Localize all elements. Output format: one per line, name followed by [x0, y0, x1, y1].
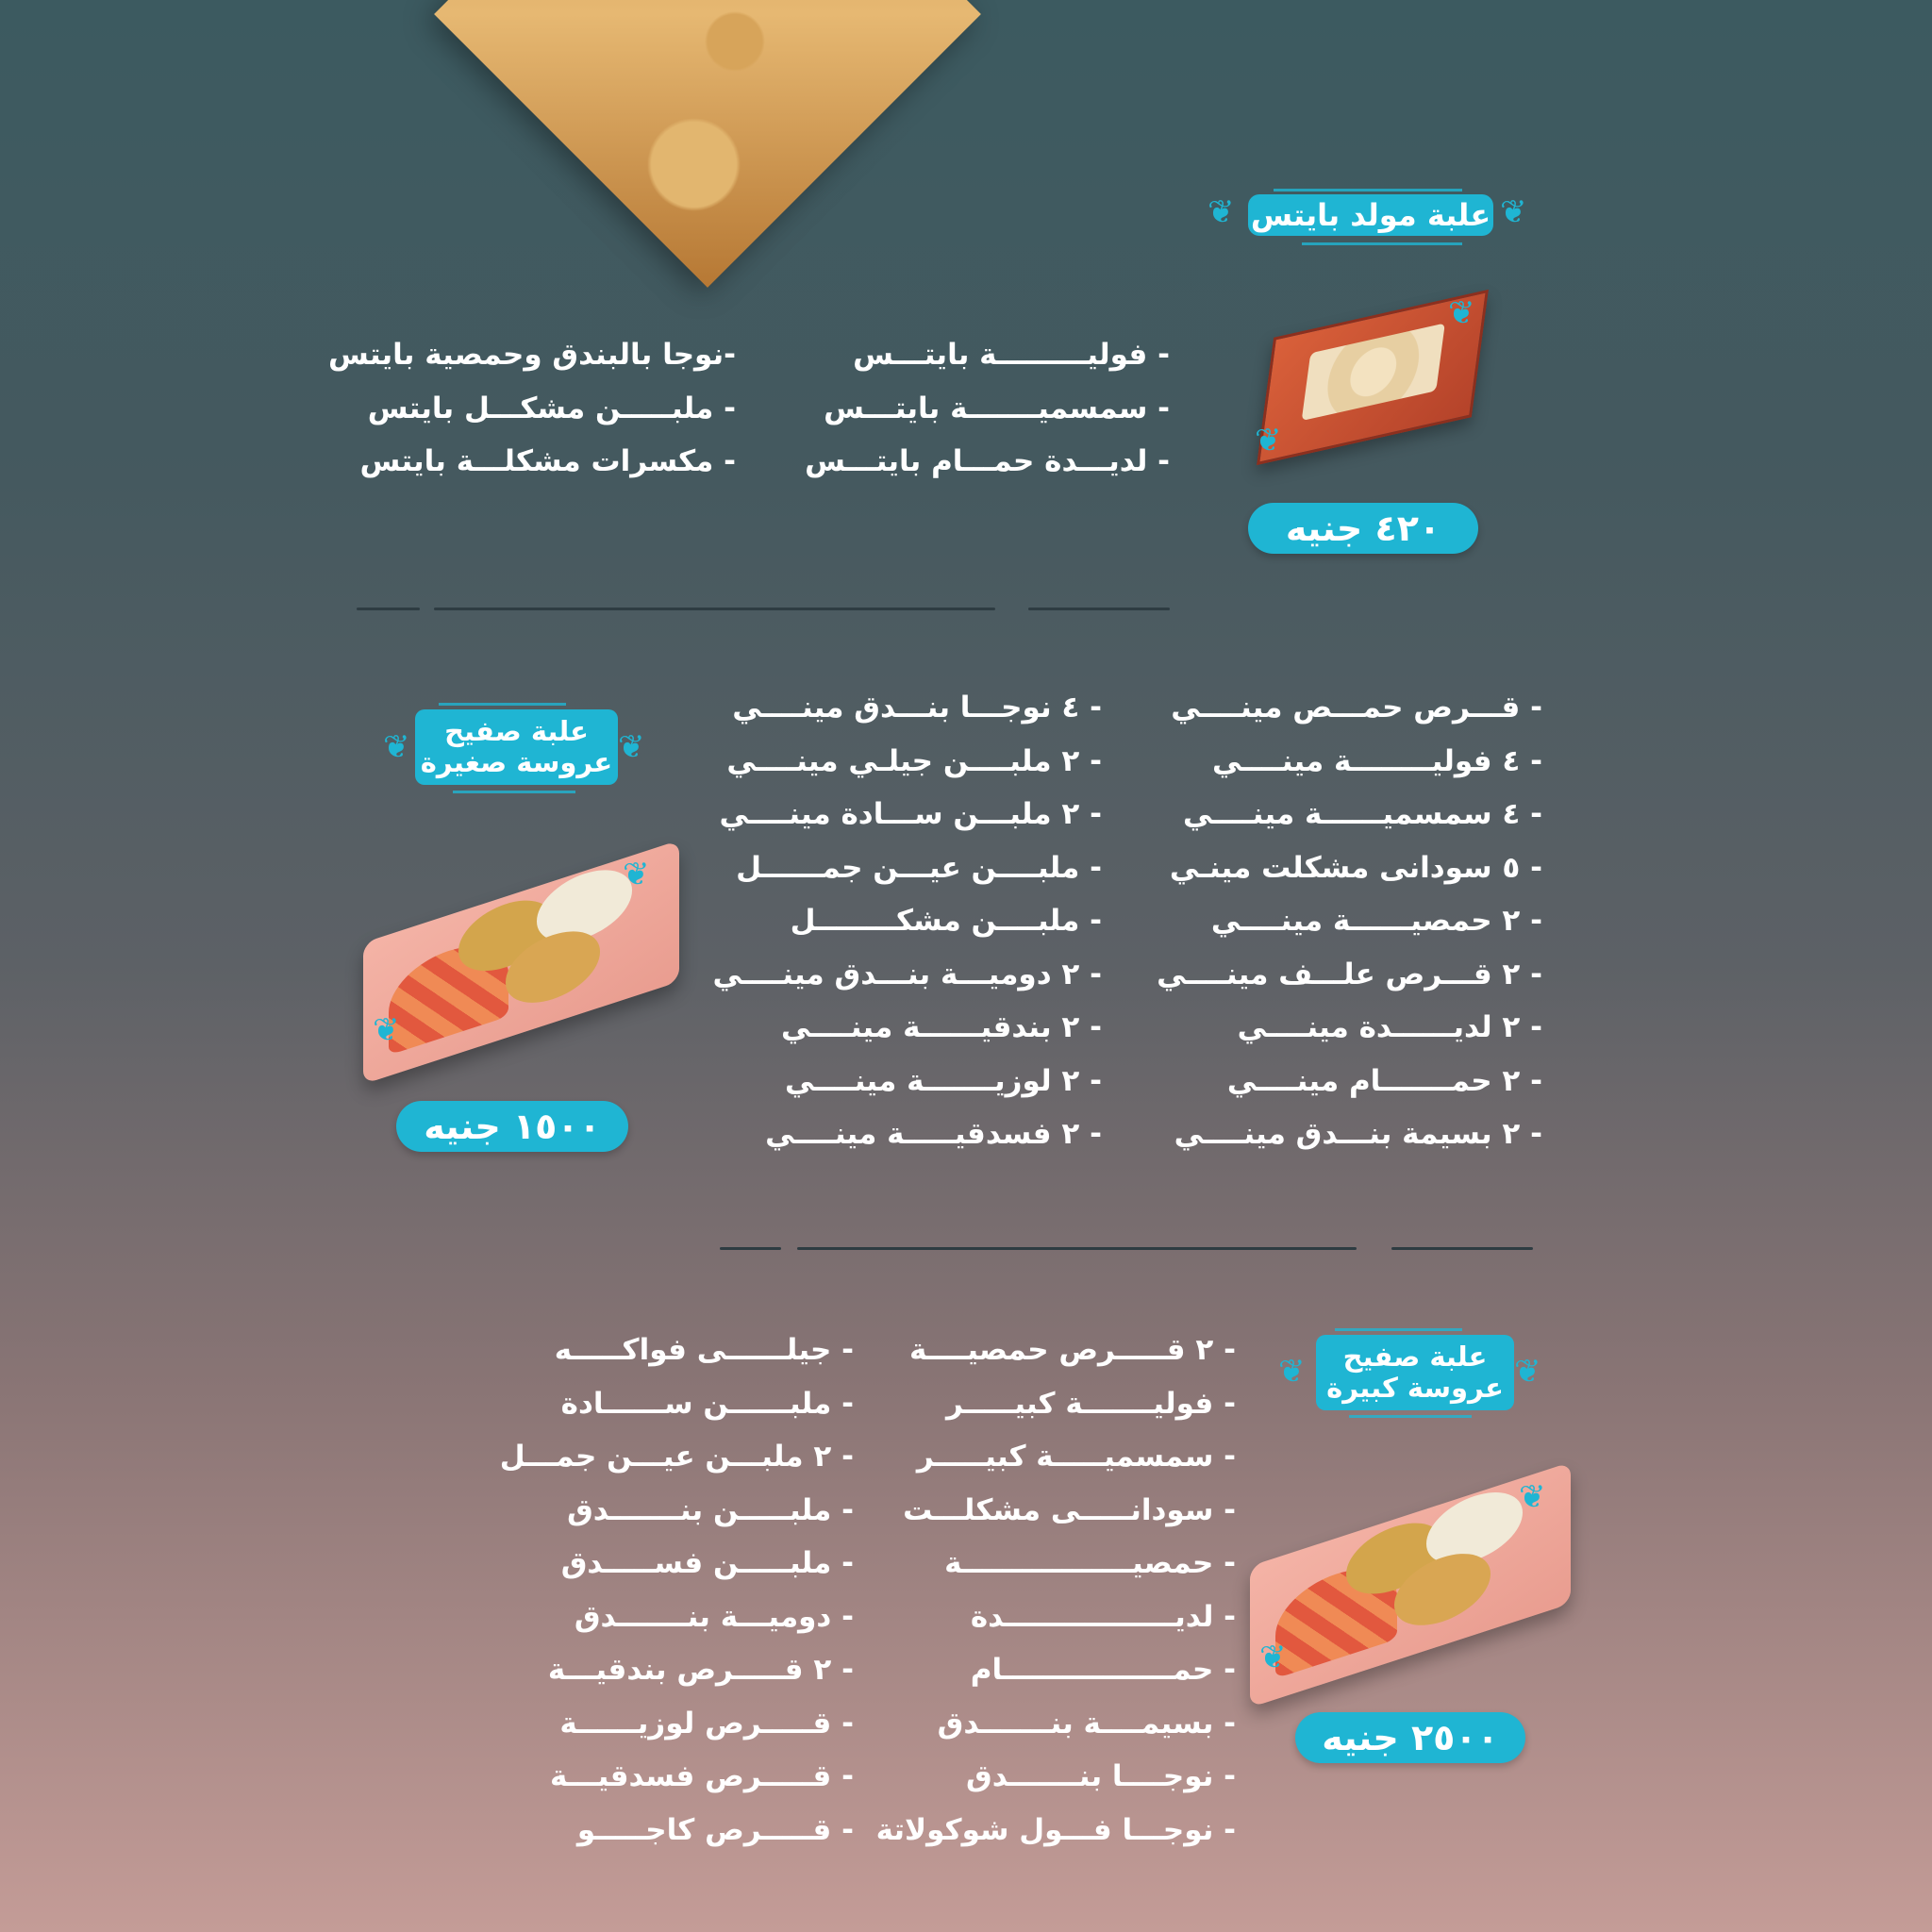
menu-item: - ملبــــــن ســــــادة [560, 1386, 854, 1421]
menu-item: - ٤ سمسميــــــة مينــــي [1182, 797, 1542, 831]
badge-line [1302, 242, 1462, 245]
badge-line [453, 791, 575, 793]
section2-title: علبة صفيح عروسة صغيرة [415, 709, 618, 785]
divider [1391, 1247, 1533, 1250]
ornament-icon: ❦ [383, 728, 410, 766]
menu-item: - بسيمــــة بنـــــــدق [937, 1706, 1236, 1740]
peanut-brittle-image [434, 0, 981, 288]
section1-col-right: - فوليـــــــــة بايتـــس - سمسميـــــــ… [774, 328, 1170, 489]
badge-line [1274, 189, 1462, 192]
menu-item: - لديـــدة حمـــام بايتـــس [805, 444, 1170, 478]
menu-item: - نوجــــا بنـــــــدق [966, 1759, 1236, 1793]
menu-item: - ملبــــن مشكــــــــل [790, 904, 1102, 938]
section2-title-line2: عروسة صغيرة [420, 746, 613, 778]
section3-title: علبة صفيح عروسة كبيرة [1316, 1335, 1514, 1410]
menu-item: - ٢ حمـــــــام مينــــي [1226, 1063, 1542, 1098]
ornament-icon: ❦ [623, 856, 650, 893]
divider [797, 1247, 1357, 1250]
section3-title-line2: عروسة كبيرة [1326, 1372, 1504, 1404]
ornament-icon: ❦ [1208, 193, 1235, 231]
ornament-icon: ❦ [1259, 1639, 1287, 1676]
ornament-icon: ❦ [1255, 422, 1282, 459]
menu-item: - جيلــــــى فواكـــــه [554, 1333, 854, 1367]
menu-item: - ٢ قـــرص علـــف مينــــي [1157, 957, 1542, 991]
menu-item: - ٢ بندقيــــــة مينــــي [781, 1010, 1102, 1044]
menu-item: - ٢ لديــــــدة مينــــي [1237, 1010, 1542, 1044]
ornament-icon: ❦ [1278, 1353, 1306, 1391]
menu-item: - ملبــــن عيـــن جمــــــل [736, 850, 1102, 885]
menu-item: - حمصيـــــــــــــــــة [944, 1546, 1236, 1580]
ornament-icon: ❦ [373, 1011, 400, 1049]
menu-item: - مكسرات مشكلـــة بايتس [359, 444, 736, 478]
divider [357, 608, 420, 610]
menu-item: - حمـــــــــــــــــام [970, 1653, 1236, 1687]
section2-col-right: - قـــرص حمـــص مينــــي - ٤ فوليـــــــ… [1146, 681, 1542, 1161]
ornament-icon: ❦ [1500, 193, 1527, 231]
menu-item: - ٥ سودانى مشكلت مينـي [1169, 850, 1542, 885]
divider [434, 608, 995, 610]
menu-item: - قـــــرص فسدقيـــة [549, 1759, 854, 1793]
badge-line [1335, 1328, 1462, 1331]
ornament-icon: ❦ [1519, 1478, 1546, 1516]
badge-line [439, 703, 566, 706]
menu-item: - ٢ فسدقيـــــة مينــــي [765, 1117, 1102, 1151]
menu-item: - ٢ ملبــــن جيلـي مينــــي [726, 743, 1102, 778]
menu-item: - ٢ قـــــرص حمصيــــة [909, 1333, 1236, 1367]
divider [1028, 608, 1170, 610]
menu-item: - ملبـــــن فســـــدق [560, 1546, 854, 1580]
section1-title: علبة مولد بايتس [1248, 194, 1493, 236]
section3-col-left: - جيلــــــى فواكـــــه - ملبــــــن ســ… [486, 1324, 854, 1857]
menu-item: - سمسميـــــــة بايتـــس [824, 391, 1170, 425]
menu-item: - ٤ فوليــــــــة مينــــي [1211, 743, 1542, 778]
menu-item: - ٤ نوجـــا بنـــدق مينــــي [732, 691, 1102, 724]
section2-price: ١٥٠٠ جنيه [396, 1101, 628, 1152]
menu-item: -نوجا بالبندق وحمصية بايتس [328, 338, 736, 372]
section1-price: ٤٢٠ جنيه [1248, 503, 1478, 554]
menu-item: - ملبـــــن بنـــــــدق [567, 1492, 854, 1527]
section1-col-left: -نوجا بالبندق وحمصية بايتس - ملبـــــن م… [328, 328, 736, 489]
badge-line [1349, 1415, 1472, 1418]
menu-item: - قـــــرص كاجـــــو [576, 1812, 854, 1847]
menu-item: - ٢ بسيمة بنـــدق مينــــي [1174, 1117, 1542, 1151]
ornament-icon: ❦ [618, 728, 645, 766]
menu-item: - سمسميـــــة كبيـــــر [916, 1440, 1236, 1474]
ornament-icon: ❦ [1514, 1353, 1541, 1391]
divider [720, 1247, 781, 1250]
menu-item: - دوميـــة بنـــــــدق [574, 1599, 854, 1634]
menu-item: - ٢ قـــــرص بندقيـــة [547, 1653, 854, 1687]
section3-title-line1: علبة صفيح [1342, 1340, 1488, 1373]
section3-price: ٢٥٠٠ جنيه [1295, 1712, 1525, 1763]
menu-item: - لديـــــــــــــــــدة [970, 1599, 1236, 1634]
ornament-icon: ❦ [1448, 294, 1475, 332]
menu-item: - ٢ دوميـــة بنـــدق مينــــي [712, 957, 1102, 991]
menu-item: - فوليـــــــة كبيـــــر [945, 1386, 1236, 1421]
menu-item: - قـــــرص لوزيــــــة [559, 1706, 854, 1740]
section2-col-left: - ٤ نوجـــا بنـــدق مينــــي - ٢ ملبــــ… [706, 681, 1102, 1161]
menu-item: - ٢ ملبـــن عيـــن جمـــل [499, 1440, 854, 1474]
menu-item: - سودانـــــى مشكلـــت [903, 1492, 1236, 1527]
menu-item: - ملبـــــن مشكـــل بايتس [367, 391, 736, 425]
menu-item: - ٢ حمصيــــــة مينــــي [1210, 904, 1542, 938]
menu-item: - ٢ لوزيـــــــة مينــــي [785, 1063, 1102, 1098]
menu-item: - فوليـــــــــة بايتـــس [853, 338, 1170, 372]
menu-item: - قـــرص حمـــص مينــــي [1171, 691, 1542, 724]
section3-col-right: - ٢ قـــــرص حمصيــــة - فوليـــــــة كب… [868, 1324, 1236, 1857]
menu-item: - نوجـــا فـــول شوكولاتة [875, 1812, 1236, 1847]
section2-title-line1: علبة صفيح [444, 714, 589, 747]
menu-item: - ٢ ملبـــن ســـادة مينــــي [719, 797, 1102, 831]
